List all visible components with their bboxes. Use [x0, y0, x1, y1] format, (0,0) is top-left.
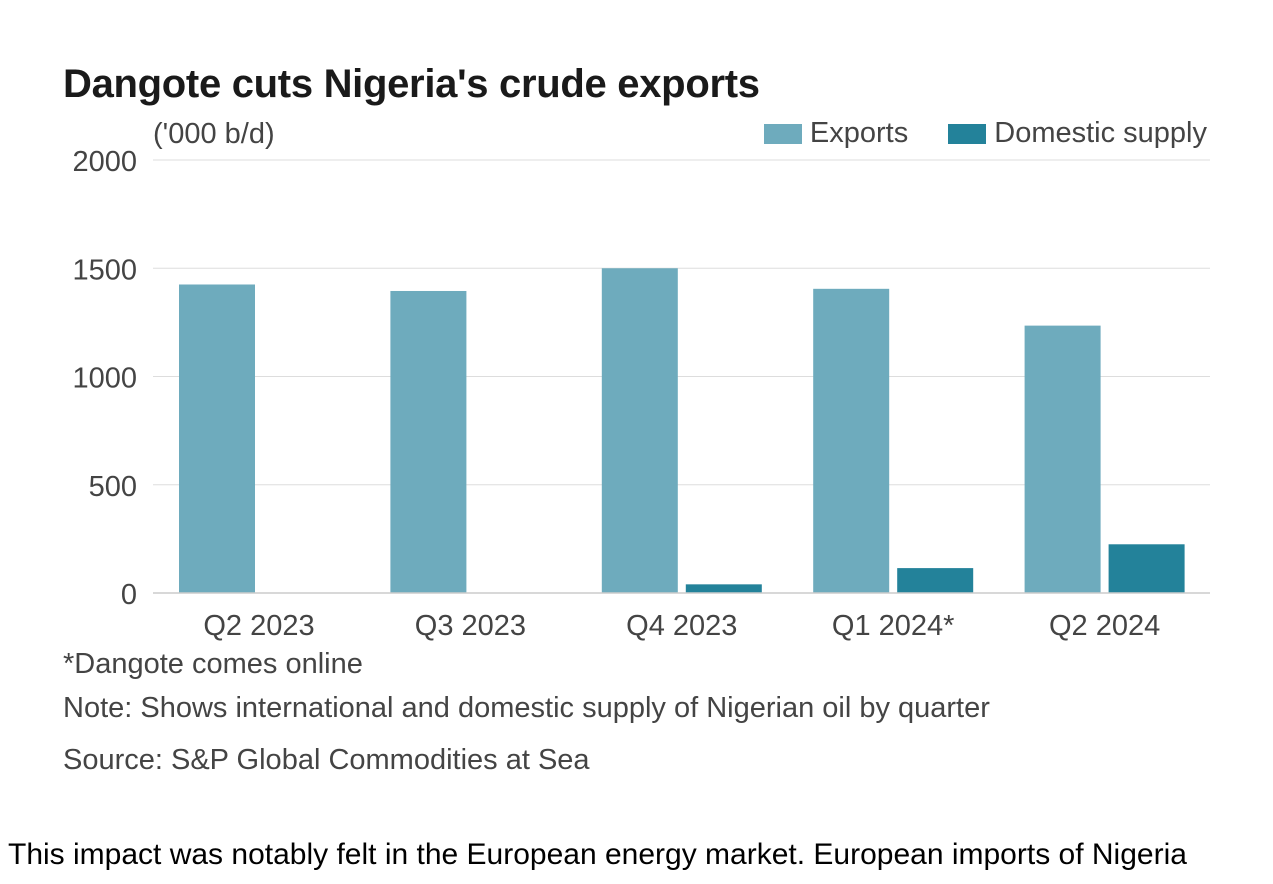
y-tick-label-500: 500 — [89, 471, 137, 503]
legend: Exports Domestic supply — [724, 117, 1207, 150]
bar-exports-1 — [390, 290, 467, 593]
chart-title: Dangote cuts Nigeria's crude exports — [63, 62, 760, 106]
bar-exports-2 — [601, 268, 678, 593]
legend-label-domestic-supply: Domestic supply — [994, 117, 1207, 149]
bar-exports-3 — [813, 288, 890, 593]
bar-domestic-supply-3 — [897, 568, 974, 593]
bar-domestic-supply-4 — [1108, 544, 1185, 593]
legend-item-exports: Exports — [763, 117, 909, 150]
footnote-source: Source: S&P Global Commodities at Sea — [63, 744, 590, 776]
footnote-asterisk: *Dangote comes online — [63, 648, 363, 680]
legend-swatch-exports — [763, 123, 802, 144]
x-tick-label-2: Q4 2023 — [626, 610, 737, 642]
x-tick-label-1: Q3 2023 — [415, 610, 526, 642]
y-tick-label-1000: 1000 — [72, 363, 137, 395]
y-tick-label-0: 0 — [121, 579, 137, 611]
legend-label-exports: Exports — [809, 117, 909, 149]
bar-domestic-supply-2 — [685, 584, 762, 593]
legend-item-domestic-supply: Domestic supply — [948, 117, 1207, 150]
bar-exports-0 — [179, 284, 255, 593]
y-axis-unit-label: ('000 b/d) — [153, 118, 275, 150]
x-tick-label-3: Q1 2024* — [832, 610, 955, 642]
legend-swatch-domestic-supply — [948, 123, 987, 144]
y-tick-label-1500: 1500 — [72, 254, 137, 286]
article-body-text: This impact was notably felt in the Euro… — [8, 838, 1187, 871]
x-tick-label-0: Q2 2023 — [203, 610, 314, 642]
bar-exports-4 — [1024, 325, 1101, 593]
footnote-note: Note: Shows international and domestic s… — [63, 692, 990, 724]
x-tick-label-4: Q2 2024 — [1049, 610, 1160, 642]
y-tick-label-2000: 2000 — [72, 146, 137, 178]
